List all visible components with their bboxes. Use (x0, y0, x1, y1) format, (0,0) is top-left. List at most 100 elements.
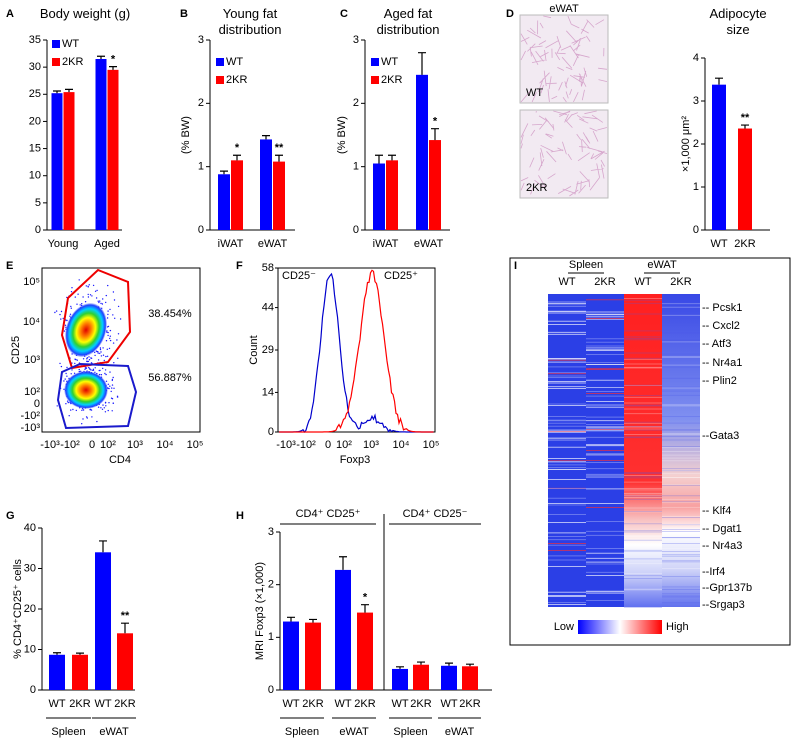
y-tick-label: 20 (24, 603, 36, 615)
heatmap-stripe (586, 474, 624, 476)
heatmap-stripe (586, 348, 624, 350)
heatmap-stripe (662, 568, 700, 569)
x-tick-label: WT (334, 698, 351, 710)
y-tick-label: 1 (353, 161, 359, 173)
significance: * (111, 54, 116, 66)
y-tick-label: 25 (29, 88, 41, 100)
legend-label: 2KR (226, 74, 247, 86)
heatmap-stripe (624, 396, 662, 398)
event-dot (97, 352, 99, 354)
heatmap-stripe (548, 543, 586, 544)
heatmap-stripe (624, 536, 662, 537)
heatmap-stripe (662, 524, 700, 525)
heatmap-stripe (662, 484, 700, 486)
heatmap-stripe (662, 341, 700, 343)
x-tick-label: WT (94, 698, 111, 710)
event-dot (82, 296, 84, 298)
column-label: 2KR (594, 276, 615, 288)
event-dot (77, 293, 79, 295)
bar (335, 569, 351, 690)
bar (117, 633, 133, 690)
heatmap-stripe (548, 324, 586, 325)
heatmap-stripe (624, 426, 662, 428)
significance: ** (275, 142, 284, 154)
x-tick-label: 2KR (459, 698, 480, 710)
heatmap-stripe (548, 555, 586, 557)
heatmap-stripe (624, 436, 662, 438)
heatmap-stripe (662, 416, 700, 417)
error-bar (375, 154, 383, 164)
x-tick-label: 2KR (302, 698, 323, 710)
y-tick-label: 10⁴ (23, 316, 40, 328)
panel-letter: G (6, 510, 15, 522)
event-dot (86, 417, 89, 419)
heatmap-stripe (662, 561, 700, 563)
heatmap-stripe (586, 416, 624, 418)
x-tick-label: WT (48, 698, 65, 710)
heatmap-stripe (548, 304, 586, 306)
heatmap-stripe (586, 424, 624, 425)
heatmap-stripe (624, 475, 662, 476)
event-dot (111, 384, 114, 386)
event-dot (105, 380, 108, 382)
heatmap-stripe (624, 511, 662, 513)
heatmap-stripe (548, 420, 586, 422)
event-dot (114, 317, 116, 319)
heatmap-stripe (548, 333, 586, 335)
heatmap-stripe (662, 473, 700, 475)
heatmap-stripe (548, 461, 586, 463)
heatmap-stripe (586, 477, 624, 478)
heatmap-stripe (624, 549, 662, 551)
heatmap-stripe (662, 506, 700, 508)
heatmap-stripe (548, 514, 586, 515)
plot-frame (277, 267, 436, 433)
event-dot (100, 355, 103, 357)
heatmap-stripe (586, 561, 624, 563)
event-dot (92, 368, 95, 370)
error-bar (418, 52, 426, 75)
heatmap-stripe (624, 539, 662, 541)
heatmap-stripe (662, 576, 700, 577)
heatmap-stripe (586, 445, 624, 447)
event-dot (113, 299, 116, 301)
heatmap-stripe (586, 345, 624, 347)
heatmap-stripe (662, 470, 700, 472)
heatmap-stripe (586, 313, 624, 315)
heatmap-stripe (662, 454, 700, 456)
x-tick-label: WT (391, 698, 408, 710)
heatmap-stripe (548, 458, 586, 459)
event-dot (119, 318, 122, 320)
significance: * (363, 592, 368, 604)
heatmap-stripe (624, 404, 662, 406)
x-tick-label: iWAT (373, 238, 399, 250)
heatmap-stripe (586, 299, 624, 301)
error-bar (65, 88, 73, 93)
event-dot (92, 369, 94, 372)
y-tick-label: 5 (35, 197, 41, 209)
group-label: eWAT (445, 726, 475, 738)
heatmap-stripe (662, 356, 700, 358)
event-dot (94, 290, 97, 292)
heatmap-stripe (586, 552, 624, 554)
heatmap-stripe (624, 313, 662, 315)
event-dot (65, 372, 67, 375)
heatmap-stripe (624, 395, 662, 396)
y-tick-label: -10³ (20, 422, 40, 434)
event-dot (106, 326, 109, 328)
y-axis-label: (% BW) (180, 116, 192, 154)
event-dot (110, 390, 112, 393)
micrograph-label: WT (526, 87, 543, 99)
gene-label: -- Nr4a3 (702, 540, 742, 552)
heatmap-column (548, 294, 586, 607)
scale-label: Low (554, 621, 574, 633)
heatmap-stripe (624, 498, 662, 500)
x-tick-label: 10⁴ (157, 439, 174, 451)
x-tick-label: eWAT (258, 238, 288, 250)
event-dot (60, 310, 63, 313)
event-dot (66, 366, 68, 369)
heatmap-stripe (662, 555, 700, 557)
event-dot (90, 369, 92, 371)
bar (107, 69, 119, 230)
gate (56, 362, 138, 430)
heatmap-stripe (548, 504, 586, 506)
